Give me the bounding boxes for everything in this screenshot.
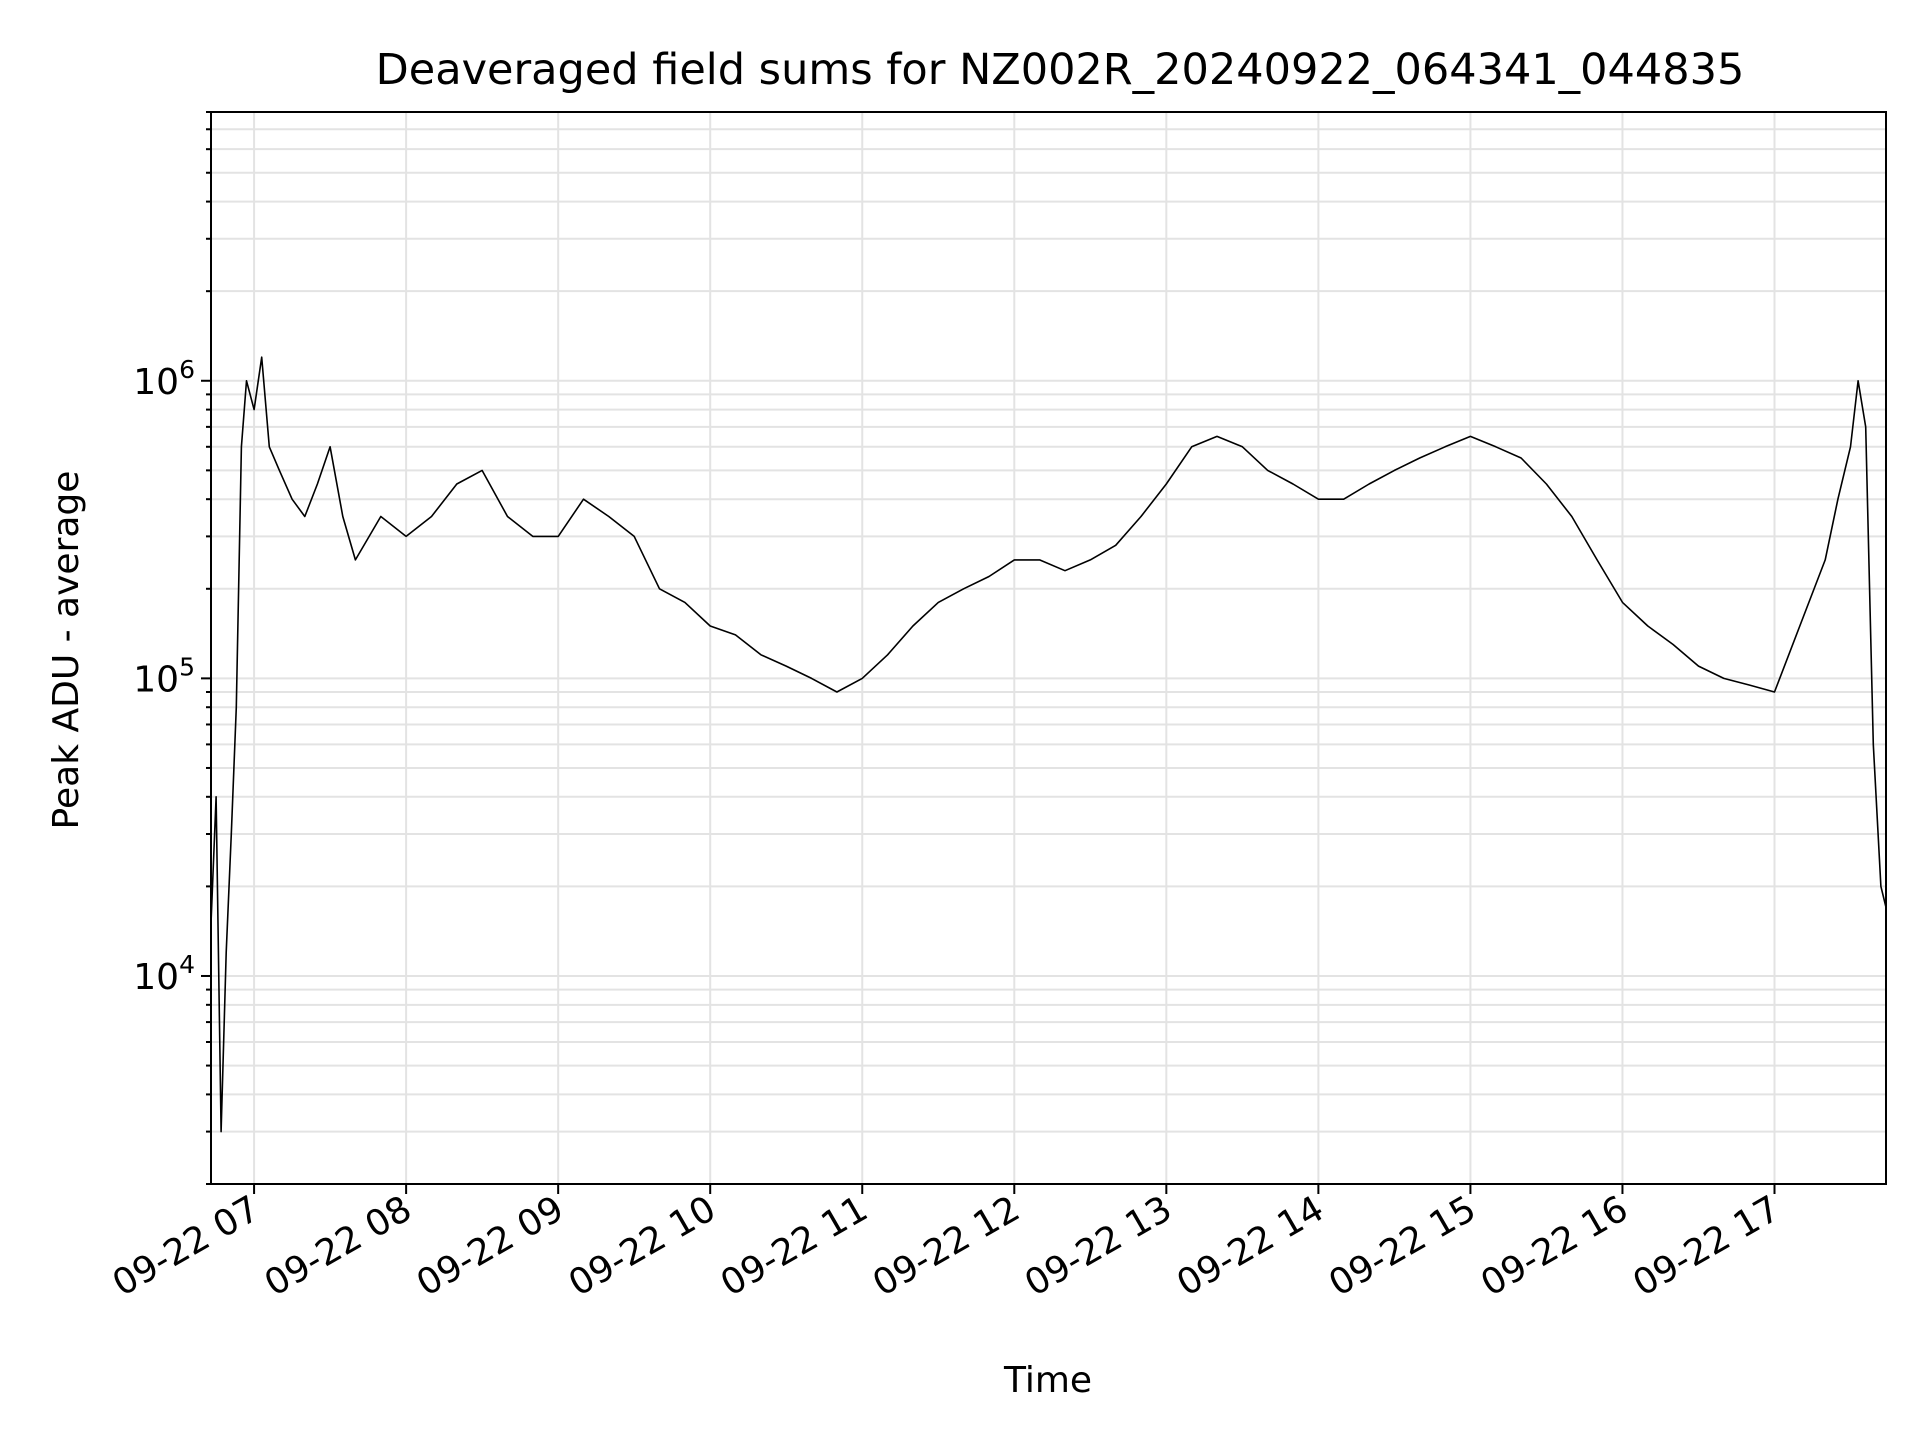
y-axis-label: Peak ADU - average [46,471,87,830]
y-tick-label: 104 [133,950,195,998]
series-line [210,356,1887,1133]
grid [211,111,1886,1185]
y-tick-label: 105 [133,652,195,700]
chart-title: Deaveraged field sums for NZ002R_2024092… [376,45,1745,95]
plot-frame [210,111,1887,1185]
data-area [210,356,1887,1133]
y-tick-label: 106 [133,355,195,403]
x-axis-label: Time [1003,1360,1092,1401]
